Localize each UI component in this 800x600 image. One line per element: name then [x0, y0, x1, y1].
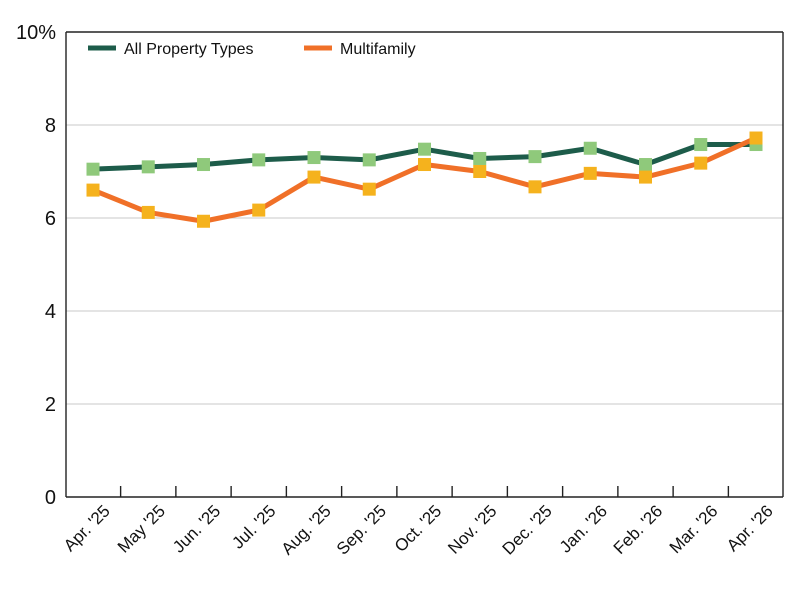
x-tick-label: Apr. '25: [60, 501, 114, 555]
x-tick-label: Nov. '25: [444, 501, 500, 557]
x-tick-label: Sep. '25: [333, 501, 390, 558]
x-tick-label: Dec. '25: [499, 501, 556, 558]
data-point: [694, 156, 708, 170]
data-point: [307, 170, 321, 184]
y-tick-label: 0: [45, 487, 56, 509]
data-point: [473, 151, 487, 165]
data-point: [694, 138, 708, 152]
data-point: [252, 203, 266, 217]
x-tick-label: Jan. '26: [556, 501, 611, 556]
series-1: [86, 131, 763, 228]
legend-item-0: All Property Types: [88, 41, 254, 58]
data-point: [418, 158, 431, 172]
data-point: [197, 158, 210, 172]
x-tick-label: Jul. '25: [228, 501, 279, 552]
y-tick-label: 10%: [16, 22, 56, 44]
y-tick-label: 4: [45, 301, 56, 323]
data-point: [141, 205, 155, 219]
x-tick-label: Oct. '25: [391, 501, 445, 555]
data-point: [528, 180, 542, 194]
data-point: [639, 170, 652, 184]
legend-label: Multifamily: [340, 41, 416, 58]
data-point: [583, 166, 597, 180]
data-point: [307, 151, 321, 165]
x-tick-label: Mar. '26: [666, 501, 722, 557]
legend-item-1: Multifamily: [304, 41, 416, 58]
data-point: [362, 153, 376, 167]
data-point: [86, 183, 100, 197]
x-tick-label: Aug. '25: [278, 501, 335, 558]
series-layer: [86, 131, 763, 228]
legend-label: All Property Types: [124, 41, 254, 58]
data-point: [86, 162, 100, 176]
data-point: [362, 182, 376, 196]
y-tick-label: 2: [45, 394, 56, 416]
data-point: [252, 153, 266, 167]
x-tick-label: Apr. '26: [723, 501, 777, 555]
data-point: [749, 131, 763, 145]
x-tick-label: Jun. '25: [169, 501, 224, 556]
legend: All Property Types Multifamily: [88, 41, 416, 58]
x-tick-label: May '25: [114, 501, 169, 556]
data-point: [639, 158, 652, 172]
y-tick-label: 6: [45, 208, 56, 230]
data-point: [583, 141, 597, 155]
data-point: [197, 214, 210, 228]
data-point: [141, 160, 155, 174]
data-point: [528, 150, 542, 164]
x-tick-label: Feb. '26: [610, 501, 667, 558]
y-tick-label: 8: [45, 115, 56, 137]
y-axis-ticks: 0 2 4 6 8 10%: [16, 22, 56, 509]
data-point: [473, 165, 487, 178]
axes: [65, 31, 784, 498]
data-point: [418, 142, 431, 156]
